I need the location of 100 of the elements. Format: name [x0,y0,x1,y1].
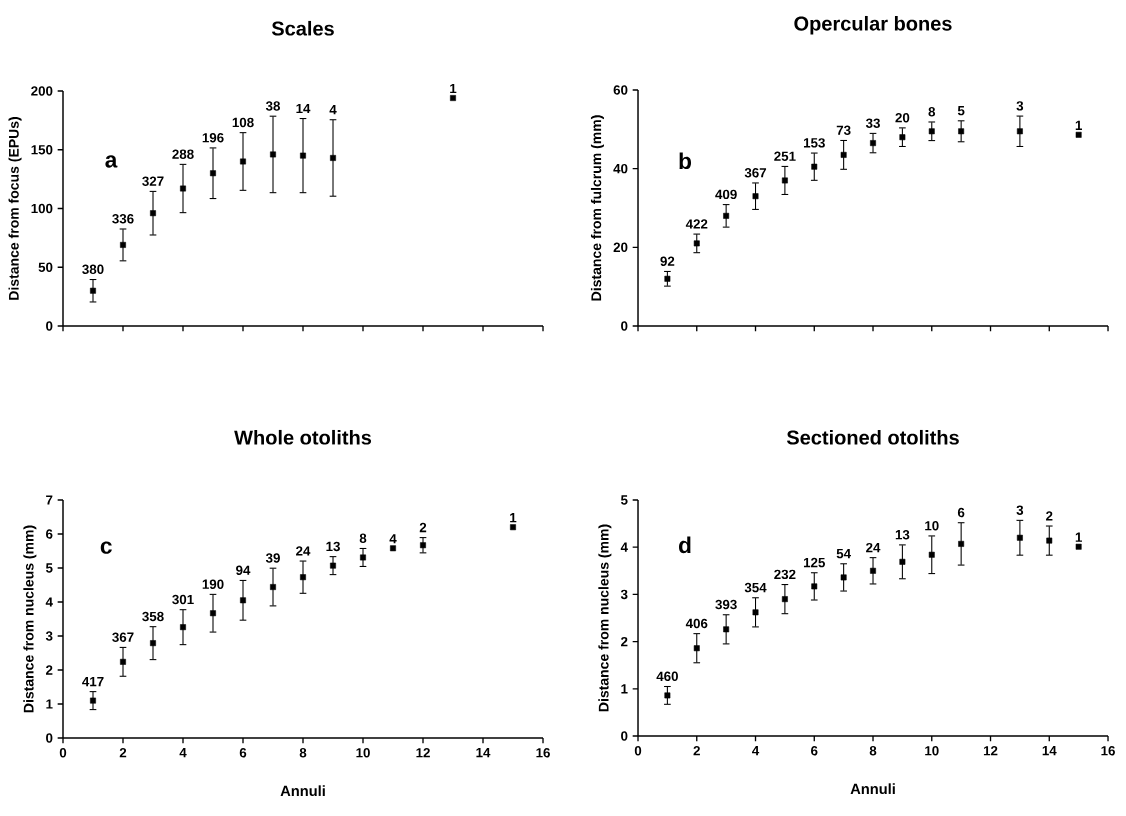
annotation: 358 [142,611,164,622]
annotation: 393 [715,599,737,610]
point [1075,131,1082,138]
annotation: 1 [1075,120,1082,130]
annotation: 4 [329,105,337,115]
point [450,95,456,101]
point [1046,537,1053,544]
point [90,287,96,294]
annotation: 14 [296,103,311,114]
y-tick-label: 3 [620,589,628,600]
point [781,596,788,603]
annotation: 380 [82,264,104,275]
annotation: 354 [744,582,767,593]
x-tick-label: 0 [59,748,67,758]
point [420,542,426,549]
point [899,134,906,141]
point [664,692,671,699]
annotation: 153 [803,138,825,148]
annotation: 8 [928,107,936,117]
annotation: 327 [142,176,164,186]
annotation: 6 [957,507,965,518]
point [1016,128,1023,135]
x-tick-label: 6 [811,746,818,756]
annotation: 92 [660,256,675,266]
annotation: 108 [232,117,254,128]
point [210,170,216,177]
y-tick-label: 60 [613,85,628,95]
annotation: 73 [836,125,851,135]
point [180,624,186,631]
annotation: 367 [112,632,134,642]
x-tick-label: 8 [299,748,307,758]
annotation: 54 [836,549,851,559]
annotation: 94 [236,565,251,575]
point [120,241,126,248]
annotation: a [105,155,118,168]
point [723,212,730,219]
point [723,626,730,633]
y-axis-title: Distance from nucleus (mm) [23,525,37,713]
chart-title: Sectioned otoliths [786,429,959,445]
point [150,640,156,647]
annotation: 190 [202,579,224,589]
annotation: d [679,536,691,554]
y-axis-title: Distance from fulcrum (mm) [590,115,604,301]
point [958,128,965,135]
y-axis-title: Distance from nucleus (mm) [598,524,612,712]
chart-title: Opercular bones [794,15,952,35]
x-tick-label: 16 [536,748,550,758]
point [899,558,906,565]
annotation: 422 [685,219,708,229]
annotation: b [679,152,692,170]
y-tick-label: 40 [613,163,628,174]
x-axis-title: Annuli [850,783,895,795]
point [870,567,876,574]
y-tick-label: 6 [46,529,53,539]
x-tick-label: 6 [239,748,247,758]
point [928,551,935,558]
annotation: 336 [112,214,134,224]
x-tick-label: 2 [119,748,127,758]
annotation: 417 [82,676,104,687]
y-tick-label: 100 [31,203,53,214]
annotation: 125 [803,557,826,568]
point [210,610,216,617]
y-tick-label: 0 [621,731,628,741]
point [330,155,336,161]
point [300,152,306,159]
annotation: 3 [1016,101,1024,111]
point [693,240,700,247]
point [781,177,788,184]
y-tick-label: 7 [46,495,53,505]
point [240,597,246,604]
x-tick-label: 10 [925,746,939,756]
chart-title: Whole otoliths [234,429,372,445]
chart-title: Scales [271,20,334,36]
y-tick-label: 1 [46,699,53,709]
point [693,645,700,652]
point [390,545,396,552]
x-axis-title: Annuli [280,785,325,797]
annotation: 4 [389,534,397,544]
point [811,163,818,170]
annotation: 24 [866,542,881,553]
annotation: 196 [202,133,224,143]
point [330,562,336,569]
annotation: 1 [510,513,517,523]
annotation: 251 [774,151,796,161]
point [1016,534,1023,541]
point [150,210,156,217]
annotation: 10 [925,521,939,531]
annotation: 38 [265,101,281,111]
point [840,574,847,581]
annotation: 8 [359,533,367,543]
point [928,128,935,135]
y-tick-label: 0 [621,321,628,331]
annotation: 1 [1075,532,1082,542]
point [1075,543,1082,550]
annotation: 13 [895,529,910,540]
annotation: 2 [419,522,427,533]
point [180,185,186,192]
annotation: 460 [656,671,678,682]
x-tick-label: 12 [983,746,998,756]
annotation: 2 [1046,511,1053,521]
